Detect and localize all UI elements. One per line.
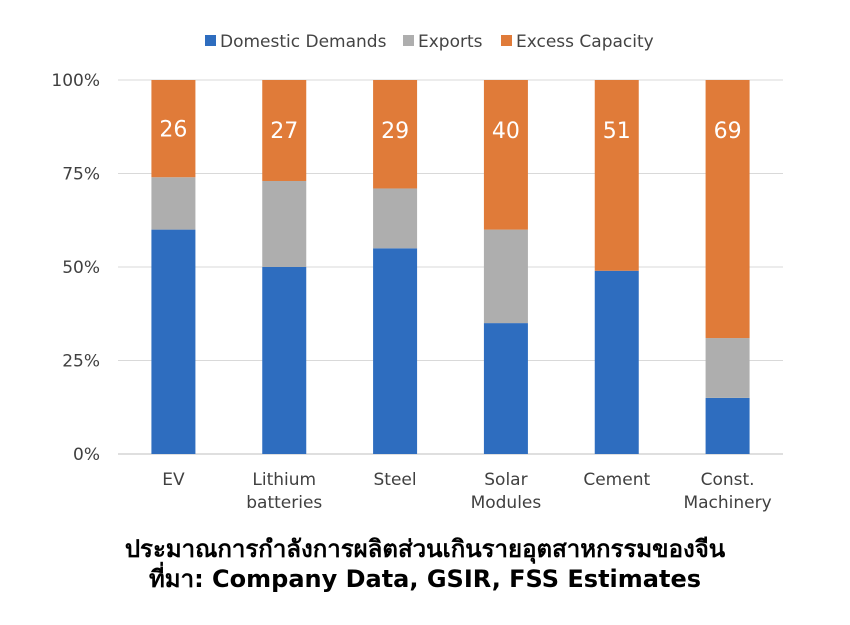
data-label: 40 xyxy=(492,119,520,144)
y-tick-label: 50% xyxy=(62,258,100,278)
legend-swatch xyxy=(205,35,216,46)
x-tick-label: Modules xyxy=(471,493,542,513)
x-tick-label: Machinery xyxy=(683,493,771,513)
gridlines xyxy=(118,79,783,455)
x-tick-label: Const. xyxy=(701,470,755,490)
y-tick-label: 25% xyxy=(62,352,100,372)
bar-segment xyxy=(483,229,528,324)
stacked-bar-chart: Domestic Demands Exports Excess Capacity 0… xyxy=(51,32,783,513)
data-label: 51 xyxy=(603,119,631,144)
bar-segment xyxy=(373,80,418,189)
x-tick-label: EV xyxy=(162,470,185,490)
data-label: 26 xyxy=(159,118,187,143)
bar-segment xyxy=(594,270,639,454)
x-tick-label: Lithium xyxy=(252,470,316,490)
legend: Domestic Demands Exports Excess Capacity xyxy=(205,32,654,52)
bar-segment xyxy=(262,80,307,181)
x-tick-label: Steel xyxy=(374,470,417,490)
bar-segment xyxy=(594,80,639,271)
data-labels: 26 27 29 40 51 69 xyxy=(159,118,741,144)
data-label: 27 xyxy=(270,119,298,144)
y-tick-label: 75% xyxy=(62,165,100,185)
bar-segment xyxy=(483,323,528,454)
chart-caption: ประมาณการกำลังการผลิตส่วนเกินรายอุตสาหกร… xyxy=(124,535,726,563)
y-tick-label: 0% xyxy=(73,445,100,465)
bar-segment xyxy=(705,338,750,398)
legend-label: Domestic Demands xyxy=(220,32,387,52)
bar-segment xyxy=(151,177,196,230)
bar-segment xyxy=(373,188,418,249)
bar-segment xyxy=(151,229,196,454)
bar-segment xyxy=(151,80,196,178)
bar-segment xyxy=(483,80,528,230)
x-tick-label: Solar xyxy=(484,470,527,490)
data-label: 29 xyxy=(381,119,409,144)
bar-segment xyxy=(373,248,418,454)
bar-segment xyxy=(705,80,750,339)
bar-segment xyxy=(262,180,307,267)
x-tick-label: Cement xyxy=(583,470,650,490)
bars xyxy=(151,80,750,454)
chart-source: ที่มา: Company Data, GSIR, FSS Estimates xyxy=(148,565,702,593)
legend-label: Exports xyxy=(418,32,483,52)
bar-segment xyxy=(705,397,750,454)
y-axis: 0% 25% 50% 75% 100% xyxy=(51,71,100,465)
legend-swatch xyxy=(403,35,414,46)
x-axis: EV Lithium batteries Steel Solar Modules Cemen… xyxy=(162,470,771,513)
data-label: 69 xyxy=(714,119,742,144)
legend-label: Excess Capacity xyxy=(516,32,654,52)
y-tick-label: 100% xyxy=(51,71,100,91)
x-tick-label: batteries xyxy=(246,493,322,513)
bar-segment xyxy=(262,267,307,454)
legend-swatch xyxy=(501,35,512,46)
